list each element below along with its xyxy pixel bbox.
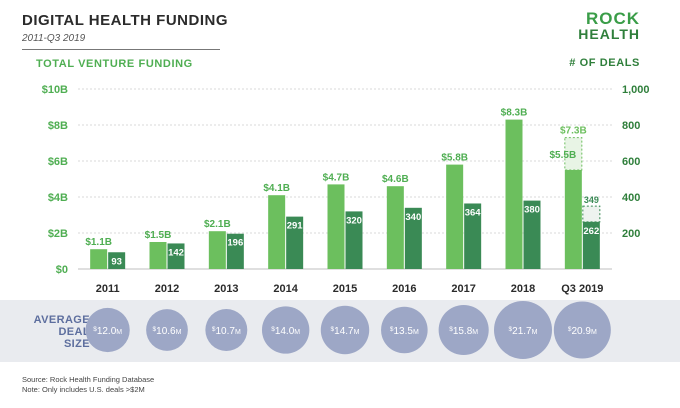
source-note: Source: Rock Health Funding Database Not…	[22, 375, 154, 395]
funding-value-label: $1.5B	[145, 230, 172, 241]
avg-deal-size-circle	[261, 306, 310, 354]
category-label: 2016	[392, 283, 416, 295]
avg-deal-size-circle	[438, 304, 489, 356]
right-tick-label: 800	[622, 120, 640, 132]
avg-label-line-3: SIZE	[63, 338, 90, 351]
funding-value-label: $2.1B	[204, 219, 231, 230]
deals-value-label: 340	[405, 212, 421, 223]
avg-deal-size-circle	[381, 306, 428, 354]
funding-value-label: $4.1B	[263, 183, 290, 194]
avg-label-line-1: AVERAGE	[33, 314, 90, 326]
avg-deal-size-label: $13.5M	[390, 326, 419, 337]
category-label: 2017	[451, 283, 475, 295]
left-tick-label: $4B	[48, 192, 68, 204]
funding-value-label: $5.8B	[441, 153, 468, 164]
right-tick-label: 600	[622, 156, 640, 168]
avg-deal-size-circle	[85, 307, 130, 353]
category-label: 2018	[511, 283, 535, 295]
funding-bar	[149, 242, 167, 269]
category-label: 2015	[333, 283, 357, 295]
funding-bar	[268, 195, 286, 269]
funding-value-label: $1.1B	[85, 237, 112, 248]
deals-bar	[167, 243, 185, 269]
deals-bar	[108, 252, 126, 269]
avg-deal-size-label: $10.7M	[212, 326, 241, 337]
avg-label-line-2: DEAL	[58, 326, 90, 339]
chart-title: DIGITAL HEALTH FUNDING	[22, 12, 228, 29]
logo-line-1: ROCK	[585, 9, 640, 28]
avg-deal-size-circle	[553, 301, 611, 359]
chart-subtitle: 2011-Q3 2019	[22, 33, 86, 44]
title-divider	[22, 49, 220, 50]
avg-deal-size-circle	[320, 305, 370, 355]
funding-bar	[208, 231, 226, 269]
avg-deal-size-circle	[205, 309, 248, 351]
avg-deal-size-label: $15.8M	[449, 326, 478, 337]
category-label: 2014	[273, 283, 298, 295]
source-line: Source: Rock Health Funding Database	[22, 375, 155, 384]
right-tick-label: 200	[622, 228, 640, 240]
deals-value-label: 93	[111, 256, 122, 267]
avg-deal-size-circle	[494, 301, 552, 359]
deals-bar	[582, 221, 600, 269]
funding-value-label: $4.6B	[382, 174, 409, 185]
deals-bar	[464, 203, 482, 269]
avg-deal-size-label: AVERAGE DEAL SIZE	[26, 314, 90, 350]
right-tick-label: 1,000	[622, 84, 650, 96]
right-tick-label: 400	[622, 192, 640, 204]
avg-deal-size-label: $14.0M	[271, 326, 300, 337]
projected-funding-label: $7.3B	[560, 126, 587, 137]
funding-value-label: $5.5B	[549, 150, 576, 161]
avg-deal-size-circle	[146, 309, 188, 351]
rock-health-logo: ROCK HEALTH	[578, 10, 640, 41]
funding-value-label: $8.3B	[501, 108, 528, 119]
funding-bar	[386, 186, 404, 269]
deals-bar	[345, 211, 363, 269]
avg-deal-size-label: $12.0M	[93, 326, 122, 337]
projected-deals-bar	[582, 205, 601, 223]
category-label: 2013	[214, 283, 238, 295]
funding-bar	[446, 164, 464, 269]
left-tick-label: $2B	[48, 228, 68, 240]
funding-bar	[327, 184, 345, 269]
funding-value-label: $4.7B	[323, 172, 350, 183]
logo-line-2: HEALTH	[578, 26, 640, 42]
left-tick-label: $0	[56, 264, 68, 276]
deals-value-label: 291	[287, 221, 304, 232]
funding-bar	[505, 119, 523, 269]
projected-deals-label: 349	[584, 195, 599, 205]
deals-value-label: 196	[227, 238, 243, 249]
deals-bar	[286, 216, 304, 269]
deals-value-label: 364	[465, 207, 482, 218]
avg-deal-size-label: $14.7M	[331, 326, 360, 337]
deals-value-label: 262	[583, 226, 599, 237]
category-label: 2012	[155, 283, 179, 295]
right-axis-label: # OF DEALS	[569, 57, 640, 69]
deals-value-label: 320	[346, 215, 362, 226]
left-tick-label: $8B	[48, 120, 68, 132]
funding-bar	[564, 170, 582, 269]
deals-bar	[404, 207, 422, 269]
deals-bar	[226, 233, 244, 269]
left-tick-label: $6B	[48, 156, 68, 168]
note-line: Note: Only includes U.S. deals >$2M	[22, 385, 145, 395]
left-tick-label: $10B	[42, 84, 68, 96]
deals-value-label: 380	[524, 205, 540, 216]
avg-deal-size-label: $21.7M	[509, 326, 538, 337]
avg-deal-size-label: $20.9M	[568, 326, 597, 337]
avg-deal-size-label: $10.6M	[153, 326, 182, 337]
deals-bar	[523, 200, 541, 269]
funding-bar	[90, 249, 108, 269]
category-label: Q3 2019	[561, 283, 603, 295]
category-label: 2011	[96, 283, 120, 295]
deals-value-label: 142	[168, 247, 184, 258]
left-axis-label: TOTAL VENTURE FUNDING	[36, 58, 193, 70]
